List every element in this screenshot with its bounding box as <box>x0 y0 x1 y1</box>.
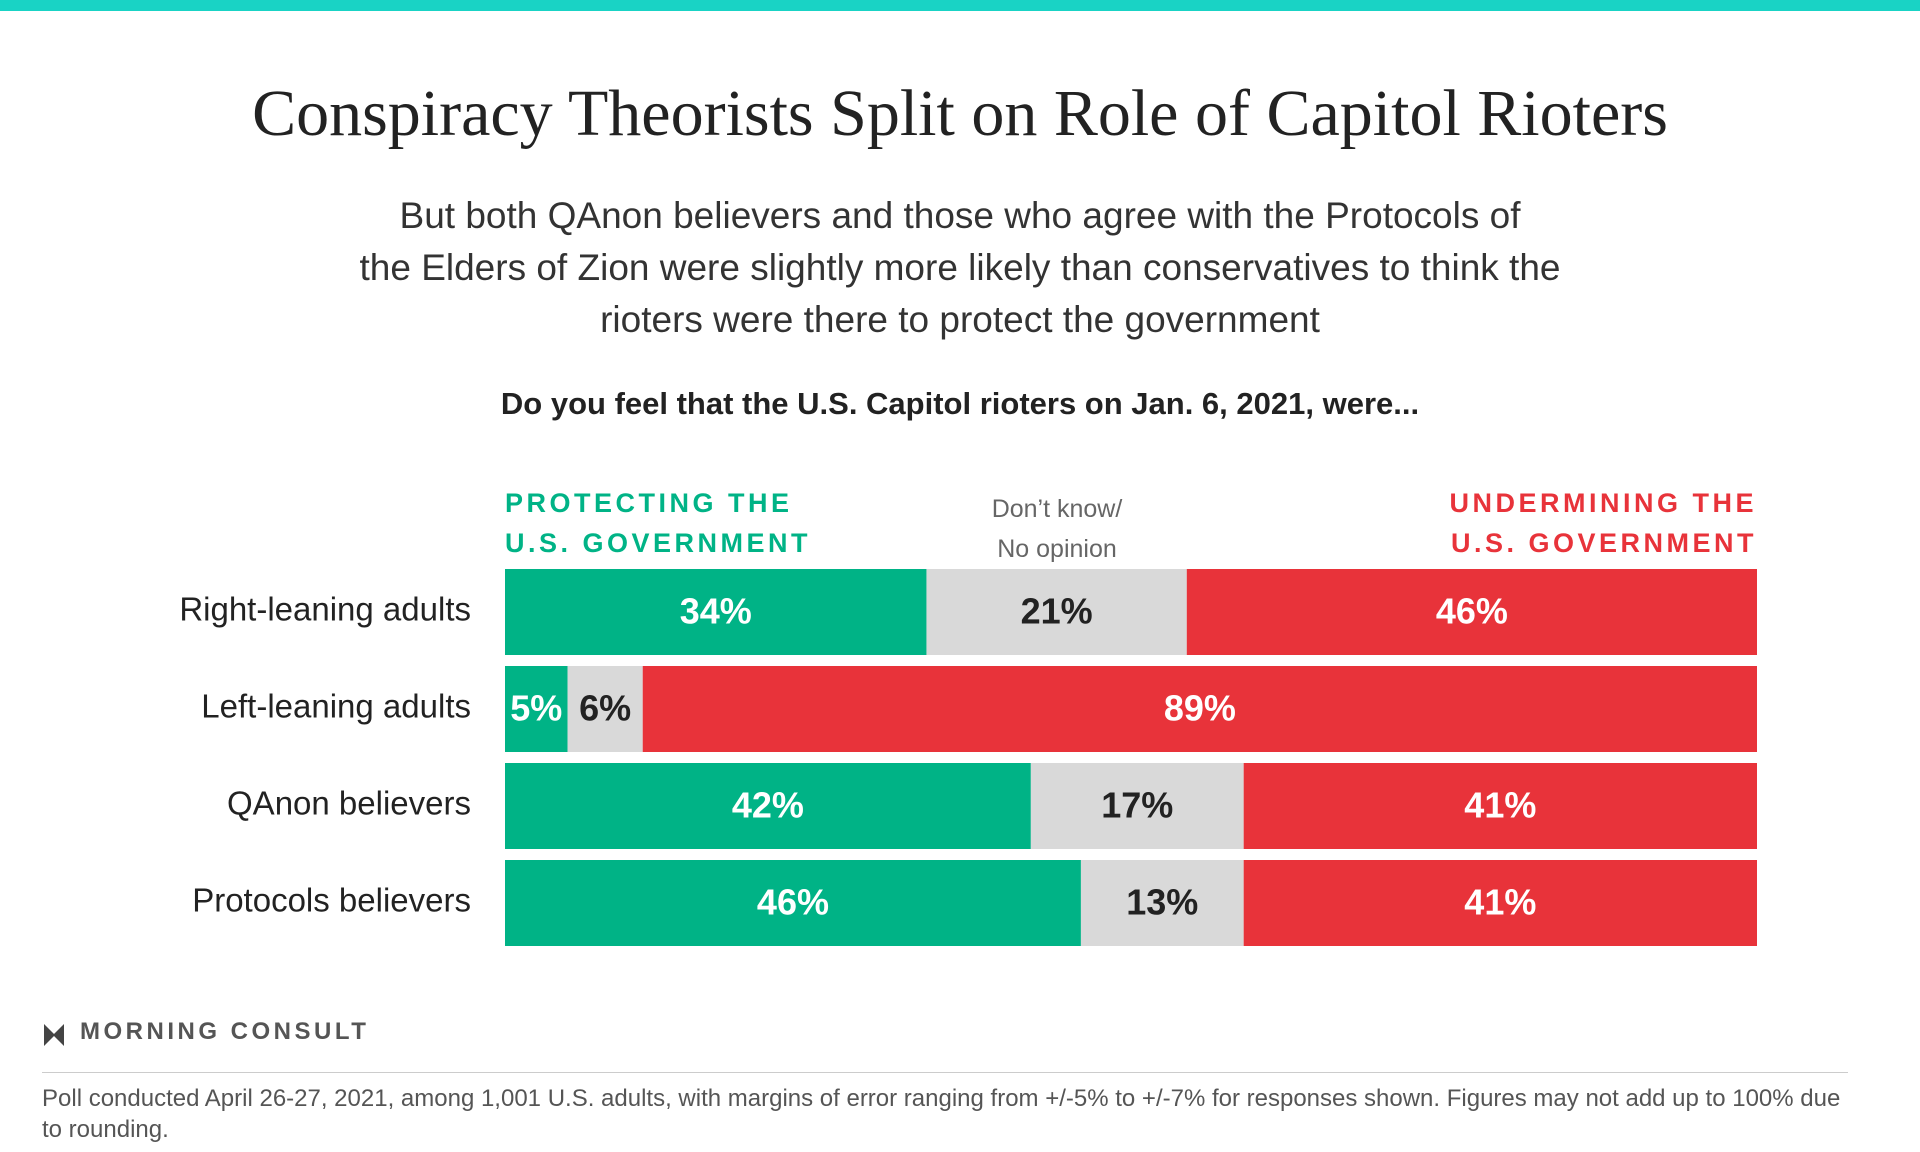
brand-logo <box>44 1024 64 1046</box>
bar-segment <box>567 666 643 752</box>
value-label: 42% <box>732 785 804 826</box>
legend-entry: UNDERMINING THE U.S. GOVERNMENT <box>1449 488 1757 558</box>
value-label: 13% <box>1126 882 1198 923</box>
value-label: 34% <box>680 591 752 632</box>
value-label: 17% <box>1101 785 1173 826</box>
value-label: 89% <box>1164 688 1236 729</box>
bar-segment <box>1030 763 1244 849</box>
value-label: 41% <box>1464 882 1536 923</box>
chart-subtitle: But both QAnon believers and those who a… <box>359 195 1561 340</box>
bar-segment <box>1080 860 1244 946</box>
row-label: QAnon believers <box>227 785 471 822</box>
row-label: Protocols believers <box>192 882 471 919</box>
value-label: 21% <box>1021 591 1093 632</box>
value-label: 46% <box>757 882 829 923</box>
bar-segment <box>505 569 927 655</box>
value-label: 41% <box>1464 785 1536 826</box>
chart-title: Conspiracy Theorists Split on Role of Ca… <box>252 77 1668 150</box>
value-label: 46% <box>1436 591 1508 632</box>
value-label: 5% <box>510 688 562 729</box>
bar-segment <box>926 569 1187 655</box>
bar-segment <box>505 860 1081 946</box>
footnote: Poll conducted April 26-27, 2021, among … <box>42 1085 1841 1143</box>
bar-segment <box>1243 860 1757 946</box>
divider <box>42 1072 1848 1073</box>
question: Do you feel that the U.S. Capitol rioter… <box>500 386 1420 421</box>
bar-segment <box>1186 569 1757 655</box>
bar-segment <box>642 666 1757 752</box>
top-bar <box>0 0 1920 11</box>
value-label: 6% <box>579 688 631 729</box>
row-label: Left-leaning adults <box>201 688 471 725</box>
bar-segment <box>505 666 568 752</box>
legend-entry: Don’t know/ No opinion <box>991 495 1123 563</box>
legend-entry: PROTECTING THE U.S. GOVERNMENT <box>505 488 812 558</box>
row-label: Right-leaning adults <box>179 591 471 628</box>
brand: MORNING CONSULT <box>80 1018 370 1045</box>
bar-segment <box>1243 763 1757 849</box>
bar-segment <box>505 763 1031 849</box>
